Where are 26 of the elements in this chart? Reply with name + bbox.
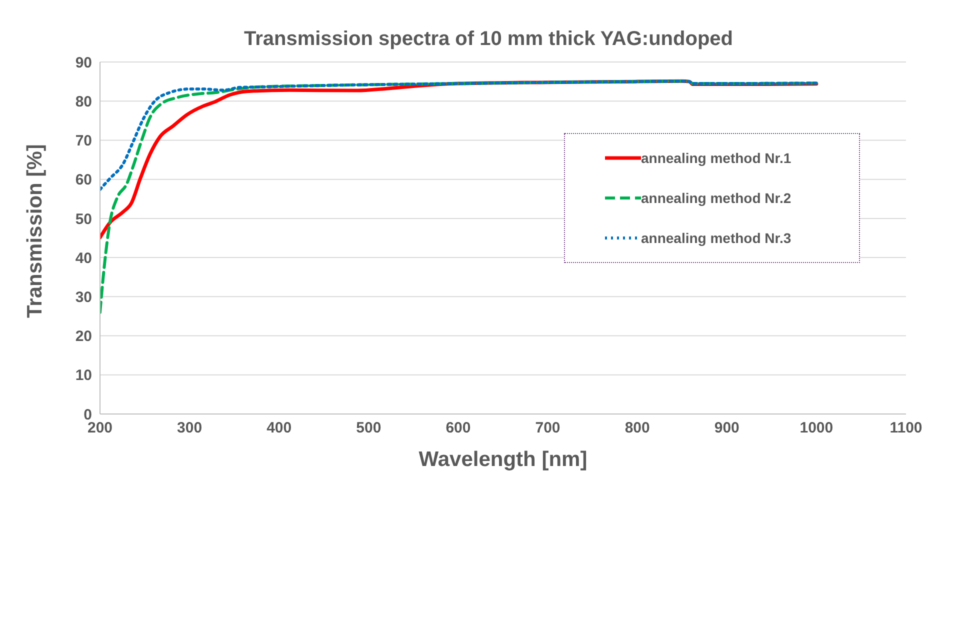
legend-label: annealing method Nr.2 bbox=[641, 190, 792, 206]
x-axis-title: Wavelength [nm] bbox=[418, 448, 588, 471]
y-tick-label: 70 bbox=[75, 132, 92, 150]
x-tick-label: 500 bbox=[356, 420, 382, 437]
line-series bbox=[100, 80, 818, 314]
y-tick-label: 90 bbox=[75, 54, 92, 72]
y-tick-label: 30 bbox=[75, 288, 92, 306]
chart-title: Transmission spectra of 10 mm thick YAG:undoped bbox=[242, 28, 734, 51]
y-tick-label: 80 bbox=[75, 93, 92, 110]
y-tick-label: 10 bbox=[75, 367, 92, 384]
x-tick-label: 600 bbox=[446, 420, 471, 437]
y-tick-label: 40 bbox=[75, 250, 92, 267]
x-tick-label: 800 bbox=[624, 420, 650, 437]
x-tick-label: 700 bbox=[535, 420, 560, 437]
line-series bbox=[100, 80, 818, 191]
y-tick-label: 60 bbox=[75, 172, 92, 189]
x-tick-label: 400 bbox=[266, 420, 292, 437]
x-tick-label: 1000 bbox=[800, 420, 834, 437]
x-tick-label: 900 bbox=[714, 420, 740, 437]
legend-label: annealing method Nr.3 bbox=[641, 230, 792, 246]
legend-label: annealing method Nr.1 bbox=[641, 150, 792, 166]
y-axis-title: Transmission [%] bbox=[23, 144, 46, 318]
x-tick-label: 300 bbox=[177, 420, 202, 437]
y-tick-label: 20 bbox=[75, 328, 92, 346]
x-tick-label: 1100 bbox=[890, 420, 922, 437]
y-tick-label: 50 bbox=[75, 210, 92, 228]
